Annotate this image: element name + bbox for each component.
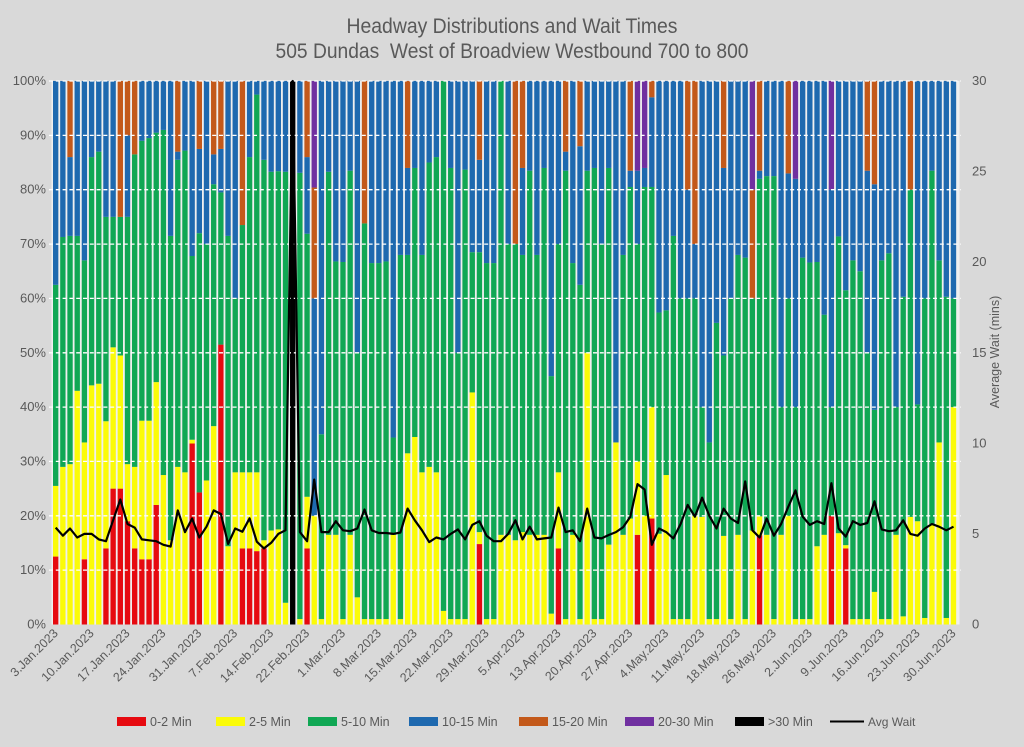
- svg-text:100%: 100%: [13, 73, 47, 88]
- svg-text:40%: 40%: [20, 399, 46, 414]
- svg-text:30%: 30%: [20, 453, 46, 468]
- svg-text:50%: 50%: [20, 345, 46, 360]
- svg-text:Headway Distributions and Wait: Headway Distributions and Wait Times: [347, 15, 678, 38]
- svg-text:20-30 Min: 20-30 Min: [658, 715, 714, 729]
- svg-text:70%: 70%: [20, 236, 46, 251]
- svg-text:0: 0: [972, 617, 979, 632]
- svg-text:90%: 90%: [20, 127, 46, 142]
- svg-text:20: 20: [972, 254, 986, 269]
- svg-text:10: 10: [972, 435, 986, 450]
- svg-text:505 Dundas West of Broadview: 505 Dundas West of Broadview Westbound 7…: [276, 40, 749, 63]
- svg-text:60%: 60%: [20, 290, 46, 305]
- svg-text:Avg Wait: Avg Wait: [868, 715, 916, 729]
- svg-text:25: 25: [972, 164, 986, 179]
- svg-text:15: 15: [972, 345, 986, 360]
- svg-text:0-2 Min: 0-2 Min: [150, 715, 192, 729]
- svg-text:10%: 10%: [20, 562, 46, 577]
- svg-text:Average Wait (mins): Average Wait (mins): [988, 296, 1002, 409]
- svg-text:10-15 Min: 10-15 Min: [442, 715, 498, 729]
- svg-text:>30 Min: >30 Min: [768, 715, 813, 729]
- svg-text:15-20 Min: 15-20 Min: [552, 715, 608, 729]
- svg-text:5-10 Min: 5-10 Min: [341, 715, 390, 729]
- svg-text:20%: 20%: [20, 508, 46, 523]
- svg-text:5: 5: [972, 526, 979, 541]
- svg-text:30: 30: [972, 73, 986, 88]
- svg-text:0%: 0%: [27, 617, 46, 632]
- svg-text:2-5 Min: 2-5 Min: [249, 715, 291, 729]
- svg-text:80%: 80%: [20, 182, 46, 197]
